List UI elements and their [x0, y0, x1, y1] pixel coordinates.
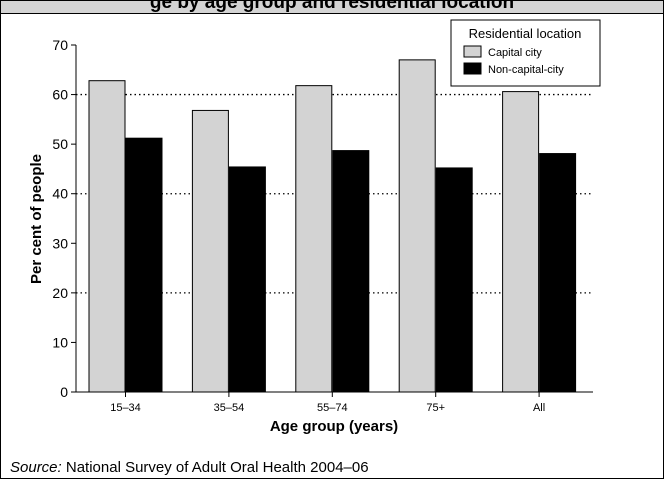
legend-label-non-capital: Non-capital-city — [488, 64, 564, 76]
bar-non-capital-3 — [435, 167, 473, 393]
y-tick-label: 70 — [52, 37, 68, 53]
y-ticks: 0 10 20 30 40 50 60 70 — [52, 37, 76, 400]
bar-capital-4 — [502, 91, 540, 393]
bar-capital-2 — [295, 85, 333, 393]
title-bar: ge by age group and residential location — [1, 1, 663, 14]
x-tick-label: All — [533, 402, 545, 414]
y-tick-label: 10 — [52, 334, 68, 350]
x-tick-label: 55–74 — [317, 402, 348, 414]
bar-capital-0 — [88, 80, 126, 393]
bar-non-capital-2 — [332, 150, 370, 393]
legend: Residential location Capital city Non-cap… — [450, 19, 601, 87]
x-tick-label: 15–34 — [110, 402, 141, 414]
y-tick-label: 40 — [52, 186, 68, 202]
source-label: Source: — [10, 459, 62, 476]
axes — [75, 45, 593, 393]
bars — [88, 59, 577, 393]
legend-label-capital: Capital city — [488, 47, 542, 59]
legend-title: Residential location — [469, 26, 582, 41]
y-tick-label: 30 — [52, 235, 68, 251]
x-tick-label: 35–54 — [214, 402, 245, 414]
bar-non-capital-1 — [228, 166, 266, 393]
x-axis-label: Age group (years) — [270, 418, 398, 435]
y-axis-label: Per cent of people — [28, 154, 45, 284]
y-tick-label: 0 — [60, 384, 68, 400]
legend-entries: Capital city Non-capital-city — [463, 45, 564, 76]
bar-non-capital-0 — [125, 137, 163, 393]
source-text: National Survey of Adult Oral Health 200… — [61, 459, 369, 476]
chart-title: ge by age group and residential location — [149, 1, 515, 13]
source-note: Source: National Survey of Adult Oral He… — [10, 459, 369, 476]
y-tick-label: 50 — [52, 136, 68, 152]
bar-non-capital-4 — [539, 153, 577, 393]
y-tick-label: 20 — [52, 285, 68, 301]
x-ticks: 15–34 35–54 55–74 75+ All — [110, 392, 545, 414]
bar-capital-3 — [398, 59, 436, 393]
y-tick-label: 60 — [52, 87, 68, 103]
legend-swatch-non-capital — [463, 62, 482, 75]
legend-swatch-capital — [463, 45, 482, 58]
bar-capital-1 — [191, 109, 229, 393]
x-tick-label: 75+ — [426, 402, 445, 414]
